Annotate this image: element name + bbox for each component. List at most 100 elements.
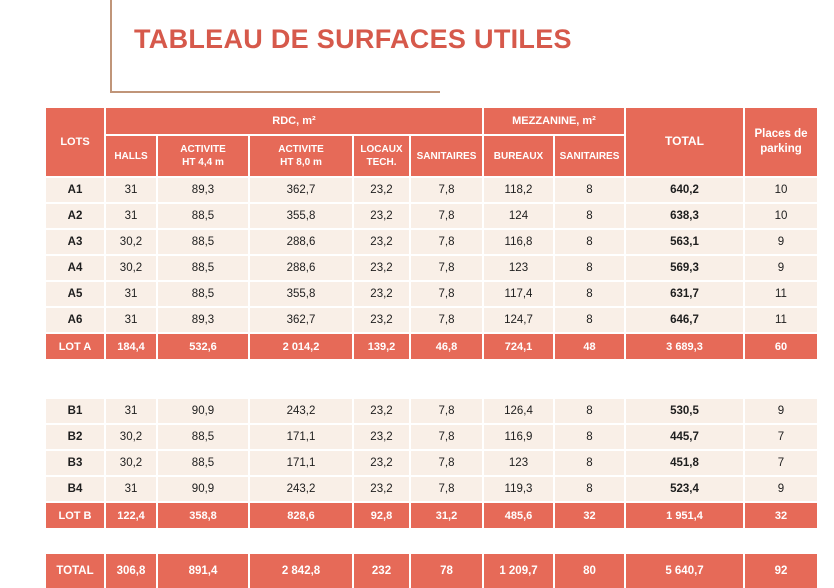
table-row-a6-value-5: 124,7 [484, 308, 553, 332]
table-row-b2: B2 30,2 88,5 171,1 23,2 7,8 116,9 8 445,7 7 [46, 425, 819, 449]
table-row-a4: A4 30,2 88,5 288,6 23,2 7,8 123 8 569,3 9 [46, 256, 819, 280]
grand-total-row-value-4: 78 [411, 554, 482, 588]
table-row-b4-value-3: 23,2 [354, 477, 409, 501]
summary-row-lot-b: LOT B 122,4 358,8 828,6 92,8 31,2 485,6 32 1 951… [46, 503, 819, 528]
table-row-a3-value-2: 288,6 [250, 230, 352, 254]
table-row-a5-value-1: 88,5 [158, 282, 248, 306]
grand-total-row-value-7: 5 640,7 [626, 554, 743, 588]
table-row-a4-value-5: 123 [484, 256, 553, 280]
table-row-b1-value-8: 9 [745, 399, 817, 423]
table-row-b2-lot-label: B2 [46, 425, 104, 449]
surfaces-table: LOTS RDC, m² MEZZANINE, m² TOTAL Places … [46, 108, 819, 588]
summary-row-lot-b-value-1: 358,8 [158, 503, 248, 528]
summary-row-lot-a-value-7: 3 689,3 [626, 334, 743, 359]
summary-row-lot-b-lot-label: LOT B [46, 503, 104, 528]
table-row-a1-value-3: 23,2 [354, 178, 409, 202]
table-row-b1-value-3: 23,2 [354, 399, 409, 423]
table-row-a2: A2 31 88,5 355,8 23,2 7,8 124 8 638,3 10 [46, 204, 819, 228]
table-row-a1: A1 31 89,3 362,7 23,2 7,8 118,2 8 640,2 10 [46, 178, 819, 202]
table-row-b4-value-4: 7,8 [411, 477, 482, 501]
summary-row-lot-a-lot-label: LOT A [46, 334, 104, 359]
table-row-b2-value-5: 116,9 [484, 425, 553, 449]
header-group-mezzanine: MEZZANINE, m² [484, 108, 624, 134]
table-row-a4-value-6: 8 [555, 256, 624, 280]
summary-row-lot-a-value-3: 139,2 [354, 334, 409, 359]
summary-row-lot-a-value-0: 184,4 [106, 334, 156, 359]
table-body: A1 31 89,3 362,7 23,2 7,8 118,2 8 640,2 10 A2 31 88,… [46, 178, 819, 588]
grand-total-row-value-3: 232 [354, 554, 409, 588]
table-row-a5-value-4: 7,8 [411, 282, 482, 306]
table-row-b4-value-8: 9 [745, 477, 817, 501]
table-row-b1: B1 31 90,9 243,2 23,2 7,8 126,4 8 530,5 9 [46, 399, 819, 423]
table-row-b3-lot-label: B3 [46, 451, 104, 475]
title-rule [110, 0, 440, 93]
summary-row-lot-b-value-2: 828,6 [250, 503, 352, 528]
summary-row-lot-b-value-0: 122,4 [106, 503, 156, 528]
table-row-a2-value-5: 124 [484, 204, 553, 228]
header-activite-44: ACTIVITE HT 4,4 m [158, 136, 248, 176]
table-row-a1-value-0: 31 [106, 178, 156, 202]
grand-total-row-value-2: 2 842,8 [250, 554, 352, 588]
header-sanitaires-rdc: SANITAIRES [411, 136, 482, 176]
table-row-a5-value-5: 117,4 [484, 282, 553, 306]
table-row-a4-value-0: 30,2 [106, 256, 156, 280]
table-row-b3-value-7: 451,8 [626, 451, 743, 475]
table-row-b1-value-1: 90,9 [158, 399, 248, 423]
table-row-b2-value-7: 445,7 [626, 425, 743, 449]
summary-row-lot-a-value-5: 724,1 [484, 334, 553, 359]
table-row-a1-value-6: 8 [555, 178, 624, 202]
table-row-a1-value-5: 118,2 [484, 178, 553, 202]
table-row-a5-value-6: 8 [555, 282, 624, 306]
table-row-a2-value-8: 10 [745, 204, 817, 228]
table-row-a5: A5 31 88,5 355,8 23,2 7,8 117,4 8 631,7 11 [46, 282, 819, 306]
summary-row-lot-a-value-1: 532,6 [158, 334, 248, 359]
table-row-b1-value-5: 126,4 [484, 399, 553, 423]
table-row-a1-value-4: 7,8 [411, 178, 482, 202]
summary-row-lot-a-value-6: 48 [555, 334, 624, 359]
header-sanitaires-mezzanine: SANITAIRES [555, 136, 624, 176]
table-row-a1-value-1: 89,3 [158, 178, 248, 202]
table-row-b2-value-4: 7,8 [411, 425, 482, 449]
table-row-b4-value-7: 523,4 [626, 477, 743, 501]
table-row-a6-value-1: 89,3 [158, 308, 248, 332]
table-row-a6-value-4: 7,8 [411, 308, 482, 332]
summary-row-lot-b-value-4: 31,2 [411, 503, 482, 528]
table-row-a3-value-8: 9 [745, 230, 817, 254]
grand-total-row-lot-label: TOTAL [46, 554, 104, 588]
header-group-rdc: RDC, m² [106, 108, 482, 134]
header-locaux-tech: LOCAUX TECH. [354, 136, 409, 176]
table-row-b2-value-8: 7 [745, 425, 817, 449]
table-row-a5-value-7: 631,7 [626, 282, 743, 306]
grand-total-row-value-0: 306,8 [106, 554, 156, 588]
section-gap-0 [46, 359, 819, 397]
table-row-b3-value-8: 7 [745, 451, 817, 475]
grand-total-row-value-6: 80 [555, 554, 624, 588]
table-row-b3-value-6: 8 [555, 451, 624, 475]
summary-row-lot-b-value-5: 485,6 [484, 503, 553, 528]
table-row-a6-value-3: 23,2 [354, 308, 409, 332]
table-row-a3: A3 30,2 88,5 288,6 23,2 7,8 116,8 8 563,1 9 [46, 230, 819, 254]
header-total: TOTAL [626, 108, 743, 176]
summary-row-lot-b-value-8: 32 [745, 503, 817, 528]
table-row-b3-value-4: 7,8 [411, 451, 482, 475]
summary-row-lot-a: LOT A 184,4 532,6 2 014,2 139,2 46,8 724,1 48 3 … [46, 334, 819, 359]
page-title: TABLEAU DE SURFACES UTILES [134, 24, 572, 54]
table-row-a6-value-8: 11 [745, 308, 817, 332]
grand-total-row-value-8: 92 [745, 554, 817, 588]
table-row-a3-value-6: 8 [555, 230, 624, 254]
summary-row-lot-b-value-3: 92,8 [354, 503, 409, 528]
table-row-a4-value-4: 7,8 [411, 256, 482, 280]
header-activite-80: ACTIVITE HT 8,0 m [250, 136, 352, 176]
table-row-a3-value-5: 116,8 [484, 230, 553, 254]
table-row-a6: A6 31 89,3 362,7 23,2 7,8 124,7 8 646,7 11 [46, 308, 819, 332]
table-row-a5-value-0: 31 [106, 282, 156, 306]
table-row-b4-value-2: 243,2 [250, 477, 352, 501]
header-halls: HALLS [106, 136, 156, 176]
table-row-a6-value-0: 31 [106, 308, 156, 332]
table-row-b4-value-6: 8 [555, 477, 624, 501]
table-row-b4-value-1: 90,9 [158, 477, 248, 501]
table-row-b1-value-7: 530,5 [626, 399, 743, 423]
table-row-b1-value-2: 243,2 [250, 399, 352, 423]
table-row-a3-value-3: 23,2 [354, 230, 409, 254]
